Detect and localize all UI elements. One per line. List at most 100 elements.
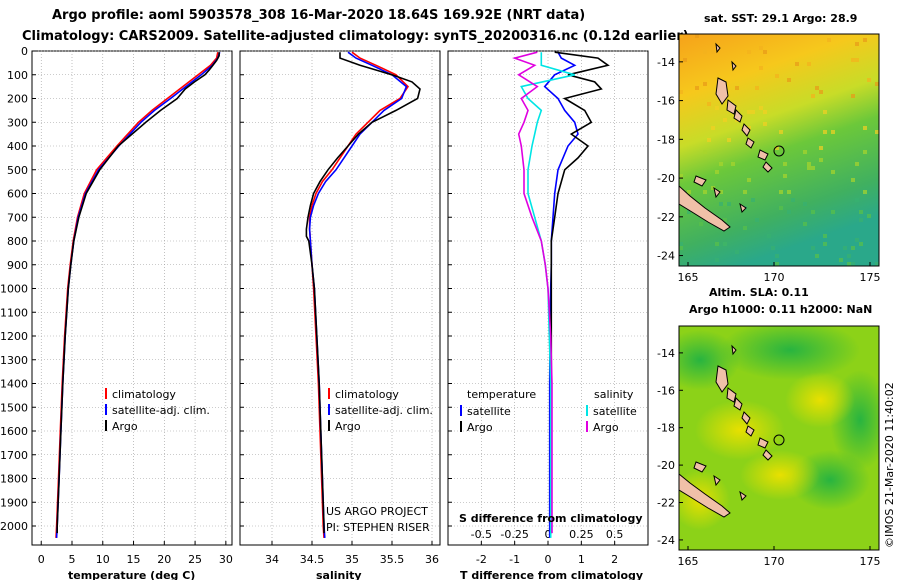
- series-line-climatology: [55, 52, 219, 538]
- sst-pixel: [823, 234, 827, 238]
- map-x-tick-label: 170: [764, 271, 785, 284]
- sla-map-ticks: 165 170 175 -14 -16 -18 -20 -22 -24: [657, 347, 880, 568]
- sla-blob: [720, 326, 860, 380]
- sst-pixel: [875, 82, 879, 86]
- sst-pixel: [707, 102, 711, 106]
- sst-pixel: [811, 246, 815, 250]
- sst-pixel: [735, 86, 739, 90]
- series-line-t-satellite: [543, 51, 579, 538]
- sst-pixel: [855, 162, 859, 166]
- sst-pixel: [679, 90, 683, 94]
- x-tick-label: 20: [157, 553, 171, 566]
- map-x-tick-label: 165: [678, 555, 699, 568]
- sst-pixel: [715, 258, 719, 262]
- legend-label-climatology: climatology: [112, 388, 176, 401]
- sst-pixel: [823, 130, 827, 134]
- sst-pixel: [763, 50, 767, 54]
- sst-pixel: [703, 190, 707, 194]
- series-line-s-satellite: [520, 52, 575, 538]
- sst-pixel: [819, 146, 823, 150]
- sst-pixel: [815, 254, 819, 258]
- map-x-tick-label: 175: [860, 271, 881, 284]
- x-tick-label: 25: [188, 553, 202, 566]
- legend-swatch-t-satellite: [460, 405, 462, 416]
- sst-pixel: [679, 246, 683, 250]
- x-tick-label: 35: [345, 553, 359, 566]
- y-tick-label: 1400: [0, 378, 28, 391]
- sst-pixel: [775, 74, 779, 78]
- sst-pixel: [695, 34, 699, 38]
- sst-pixel: [795, 62, 799, 66]
- sst-pixel: [823, 110, 827, 114]
- x-tick-label: 5: [69, 553, 76, 566]
- sst-pixel: [831, 130, 835, 134]
- sst-pixel: [839, 258, 843, 262]
- y-tick-label: 0: [21, 45, 28, 58]
- temperature-lines: [55, 51, 221, 538]
- sst-pixel: [747, 110, 751, 114]
- x-tick-label: 15: [127, 553, 141, 566]
- map-y-tick-label: -16: [657, 95, 675, 108]
- sst-pixel: [847, 262, 851, 266]
- legend-swatch-argo: [105, 420, 107, 431]
- x-tick-label: 34: [265, 553, 279, 566]
- map-y-tick-label: -14: [657, 347, 675, 360]
- depth-tick-labels: 0 100 200 300 400 500 600 700 800 900 1000 1100 1200…: [0, 45, 28, 533]
- sst-pixel: [803, 150, 807, 154]
- sst-pixel: [775, 254, 779, 258]
- legend-swatch-climatology: [105, 388, 107, 399]
- sst-pixel: [855, 58, 859, 62]
- sla-map-title-line1: Altim. SLA: 0.11: [709, 286, 809, 299]
- map-y-tick-label: -20: [657, 459, 675, 472]
- map-y-tick-label: -22: [657, 497, 675, 510]
- sst-pixel: [779, 130, 783, 134]
- legend-label-satellite: satellite-adj. clim.: [112, 404, 210, 417]
- legend-swatch-satellite: [105, 404, 107, 415]
- sst-pixel: [731, 162, 735, 166]
- sst-pixel: [847, 254, 851, 258]
- sst-pixel: [843, 246, 847, 250]
- sst-pixel: [811, 94, 815, 98]
- sst-pixel: [679, 174, 683, 178]
- salinity-grid: [240, 50, 440, 545]
- series-line-s-argo: [511, 51, 553, 534]
- map-y-tick-label: -22: [657, 211, 675, 224]
- sst-pixel: [859, 210, 863, 214]
- sst-pixel: [827, 38, 831, 42]
- sst-pixel: [723, 202, 727, 206]
- sst-texture: [679, 34, 879, 266]
- sst-pixel: [715, 170, 719, 174]
- x-tick-label: 0: [545, 553, 552, 566]
- map-x-tick-label: 165: [678, 271, 699, 284]
- sst-pixel: [811, 166, 815, 170]
- sst-pixel: [711, 186, 715, 190]
- sst-pixel: [779, 206, 783, 210]
- sst-pixel: [787, 78, 791, 82]
- figure-title-line1: Argo profile: aoml 5903578_308 16-Mar-20…: [52, 8, 585, 23]
- y-tick-label: 900: [7, 259, 28, 272]
- sst-pixel: [783, 174, 787, 178]
- sst-pixel: [747, 50, 751, 54]
- sst-pixel: [759, 66, 763, 70]
- series-line-climatology: [308, 51, 410, 538]
- series-line-argo: [56, 52, 220, 534]
- imos-watermark: ©IMOS 21-Mar-2020 11:40:02: [883, 382, 896, 548]
- sst-pixel: [735, 250, 739, 254]
- secondary-x-tick-label: 0.5: [606, 528, 624, 541]
- credit-project: US ARGO PROJECT: [326, 505, 428, 518]
- legend-swatch-argo: [328, 420, 330, 431]
- x-tick-label: 10: [96, 553, 110, 566]
- salinity-legend: climatology satellite-adj. clim. Argo: [328, 388, 433, 433]
- sst-pixel: [763, 110, 767, 114]
- sst-pixel: [743, 190, 747, 194]
- sst-pixel: [863, 150, 867, 154]
- x-tick-label: 35.5: [380, 553, 405, 566]
- x-tick-label: 36: [425, 553, 439, 566]
- vanuatu-islands: [693, 42, 773, 213]
- legend-label-t-argo: Argo: [467, 421, 493, 434]
- sst-pixel: [771, 246, 775, 250]
- x-tick-label: 30: [219, 553, 233, 566]
- legend-label-s-satellite: satellite: [593, 405, 637, 418]
- sst-pixel: [859, 242, 863, 246]
- sst-pixel: [699, 222, 703, 226]
